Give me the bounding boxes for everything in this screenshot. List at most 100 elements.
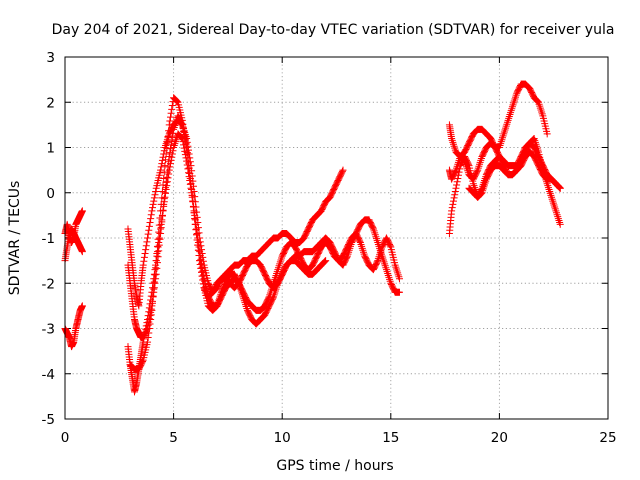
data-point-marker [141,250,149,258]
data-point-marker [167,109,175,117]
data-point-marker [173,97,181,105]
data-point-marker [501,126,509,134]
data-point-marker [149,204,157,212]
data-point-marker [454,175,462,183]
data-point-marker [148,207,156,215]
data-point-marker [338,167,346,175]
data-point-marker [157,207,165,215]
data-point-marker [168,133,176,141]
data-point-marker [163,138,171,146]
data-point-marker [451,191,459,199]
data-point-marker [506,111,514,119]
data-point-marker [139,261,147,269]
data-point-marker [157,200,165,208]
data-point-marker [449,197,457,205]
data-point-marker [196,257,204,265]
data-markers [61,80,564,396]
data-point-marker [145,226,153,234]
data-point-marker [556,218,564,226]
data-point-marker [473,167,481,175]
data-point-marker [173,98,181,106]
data-point-marker [183,149,191,157]
data-point-marker [184,165,192,173]
data-point-marker [161,162,169,170]
data-point-marker [193,229,201,237]
data-point-marker [394,269,402,277]
data-point-marker [184,159,192,167]
data-point-marker [191,220,199,228]
data-point-marker [147,311,155,319]
data-point-marker [153,264,161,272]
y-tick-label: 1 [46,141,55,157]
data-point-marker [193,231,201,239]
data-point-marker [510,97,518,105]
data-point-marker [165,170,173,178]
data-point-marker [503,118,511,126]
data-point-marker [154,235,162,243]
data-point-marker [164,174,172,182]
data-point-marker [537,106,545,114]
data-point-marker [505,114,513,122]
data-point-marker [477,156,485,164]
data-point-marker [339,166,347,174]
data-point-marker [500,128,508,136]
data-point-marker [198,268,206,276]
data-point-marker [78,302,86,310]
data-point-marker [183,157,191,165]
data-point-marker [160,168,168,176]
data-point-marker [165,127,173,135]
data-point-marker [152,187,160,195]
data-point-marker [448,134,456,142]
data-point-marker [453,181,461,189]
data-point-marker [146,312,154,320]
data-point-marker [512,93,520,101]
grid [65,57,608,419]
data-point-marker [145,222,153,230]
data-point-marker [394,271,402,279]
data-point-marker [168,137,176,145]
x-axis-label: GPS time / hours [276,458,393,474]
data-point-marker [148,306,156,314]
data-point-marker [371,229,379,237]
y-tick-label: -5 [42,412,55,428]
data-point-marker [163,144,171,152]
data-point-marker [139,357,147,365]
series-s2b [124,130,403,396]
data-point-marker [140,257,148,265]
data-point-marker [555,183,563,191]
data-point-marker [452,184,460,192]
data-point-marker [548,193,556,201]
data-point-marker [549,197,557,205]
data-point-marker [150,194,158,202]
data-point-marker [165,121,173,129]
data-point-marker [500,130,508,138]
data-point-marker [142,246,150,254]
data-point-marker [163,173,171,181]
data-point-marker [154,243,162,251]
data-point-marker [183,161,191,169]
data-point-marker [180,128,188,136]
data-point-marker [553,211,561,219]
data-point-marker [144,230,152,238]
data-point-marker [150,285,158,293]
data-point-marker [171,138,179,146]
data-point-marker [181,132,189,140]
data-point-marker [359,248,367,256]
data-point-marker [475,162,483,170]
data-point-marker [145,315,153,323]
data-point-marker [453,178,461,186]
series-s2a [124,116,347,310]
data-point-marker [183,144,191,151]
data-point-marker [277,256,285,264]
data-point-marker [505,112,513,120]
y-tick-label: -3 [42,322,55,338]
data-point-marker [144,334,152,342]
series-s3d [465,148,564,201]
data-point-marker [157,166,165,174]
x-tick-label: 0 [61,430,70,446]
data-point-marker [78,207,86,215]
data-point-marker [320,258,328,266]
data-point-marker [448,204,456,212]
data-point-marker [157,163,165,171]
data-point-marker [164,133,172,141]
